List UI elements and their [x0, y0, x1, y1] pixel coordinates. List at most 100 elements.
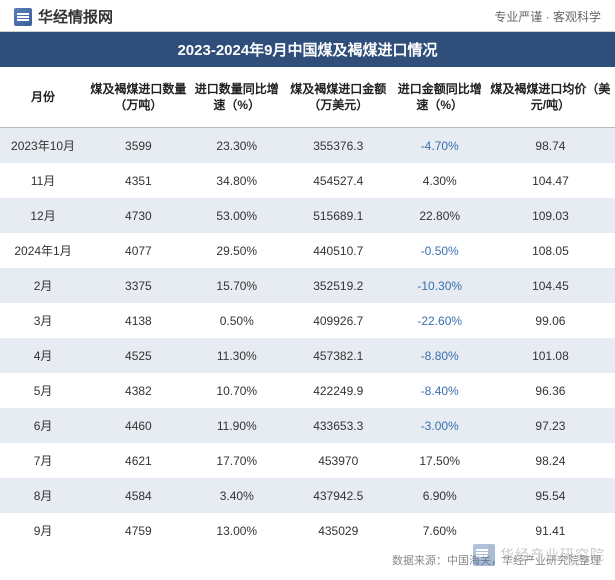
cell-price: 98.24 [486, 443, 615, 478]
cell-month: 9月 [0, 513, 86, 548]
cell-amt-yoy: -10.30% [394, 268, 486, 303]
cell-price: 104.45 [486, 268, 615, 303]
cell-qty: 3599 [86, 128, 191, 164]
table-row: 5月438210.70%422249.9-8.40%96.36 [0, 373, 615, 408]
page-title: 2023-2024年9月中国煤及褐煤进口情况 [0, 32, 615, 67]
table-row: 8月45843.40%437942.56.90%95.54 [0, 478, 615, 513]
cell-qty: 4351 [86, 163, 191, 198]
cell-price: 99.06 [486, 303, 615, 338]
cell-amt: 433653.3 [283, 408, 394, 443]
cell-qty-yoy: 15.70% [191, 268, 283, 303]
table-row: 3月41380.50%409926.7-22.60%99.06 [0, 303, 615, 338]
cell-amt-yoy: -8.40% [394, 373, 486, 408]
table-row: 2月337515.70%352519.2-10.30%104.45 [0, 268, 615, 303]
col-qty-yoy: 进口数量同比增速（%） [191, 67, 283, 128]
col-month: 月份 [0, 67, 86, 128]
cell-month: 5月 [0, 373, 86, 408]
table-row: 6月446011.90%433653.3-3.00%97.23 [0, 408, 615, 443]
cell-amt-yoy: 17.50% [394, 443, 486, 478]
data-table-wrap: 月份 煤及褐煤进口数量（万吨） 进口数量同比增速（%） 煤及褐煤进口金额（万美元… [0, 67, 615, 548]
cell-amt-yoy: -22.60% [394, 303, 486, 338]
cell-amt: 515689.1 [283, 198, 394, 233]
cell-qty-yoy: 53.00% [191, 198, 283, 233]
cell-month: 3月 [0, 303, 86, 338]
table-header: 月份 煤及褐煤进口数量（万吨） 进口数量同比增速（%） 煤及褐煤进口金额（万美元… [0, 67, 615, 128]
cell-qty-yoy: 23.30% [191, 128, 283, 164]
cell-amt-yoy: -8.80% [394, 338, 486, 373]
data-source: 数据来源：中国海关，华经产业研究院整理 [0, 548, 615, 568]
cell-amt: 457382.1 [283, 338, 394, 373]
cell-amt-yoy: 22.80% [394, 198, 486, 233]
col-amt: 煤及褐煤进口金额（万美元） [283, 67, 394, 128]
cell-amt-yoy: -4.70% [394, 128, 486, 164]
table-row: 7月462117.70%45397017.50%98.24 [0, 443, 615, 478]
cell-qty-yoy: 29.50% [191, 233, 283, 268]
cell-month: 4月 [0, 338, 86, 373]
cell-price: 91.41 [486, 513, 615, 548]
table-row: 4月452511.30%457382.1-8.80%101.08 [0, 338, 615, 373]
cell-qty-yoy: 10.70% [191, 373, 283, 408]
col-amt-yoy: 进口金额同比增速（%） [394, 67, 486, 128]
table-row: 9月475913.00%4350297.60%91.41 [0, 513, 615, 548]
cell-qty: 4730 [86, 198, 191, 233]
col-price: 煤及褐煤进口均价（美元/吨） [486, 67, 615, 128]
cell-amt: 355376.3 [283, 128, 394, 164]
cell-month: 12月 [0, 198, 86, 233]
cell-amt: 352519.2 [283, 268, 394, 303]
cell-qty-yoy: 13.00% [191, 513, 283, 548]
cell-qty: 4138 [86, 303, 191, 338]
cell-price: 95.54 [486, 478, 615, 513]
cell-price: 104.47 [486, 163, 615, 198]
cell-price: 109.03 [486, 198, 615, 233]
brand-name: 华经情报网 [38, 6, 113, 27]
cell-amt-yoy: -3.00% [394, 408, 486, 443]
table-row: 11月435134.80%454527.44.30%104.47 [0, 163, 615, 198]
cell-amt: 454527.4 [283, 163, 394, 198]
cell-price: 97.23 [486, 408, 615, 443]
cell-qty: 4077 [86, 233, 191, 268]
cell-month: 2月 [0, 268, 86, 303]
col-qty: 煤及褐煤进口数量（万吨） [86, 67, 191, 128]
cell-month: 6月 [0, 408, 86, 443]
cell-month: 11月 [0, 163, 86, 198]
cell-amt: 422249.9 [283, 373, 394, 408]
cell-month: 8月 [0, 478, 86, 513]
cell-qty-yoy: 3.40% [191, 478, 283, 513]
cell-amt: 453970 [283, 443, 394, 478]
cell-qty-yoy: 17.70% [191, 443, 283, 478]
data-table: 月份 煤及褐煤进口数量（万吨） 进口数量同比增速（%） 煤及褐煤进口金额（万美元… [0, 67, 615, 548]
cell-month: 2023年10月 [0, 128, 86, 164]
cell-amt-yoy: 7.60% [394, 513, 486, 548]
page-header: 华经情报网 专业严谨 · 客观科学 [0, 0, 615, 32]
cell-amt-yoy: 4.30% [394, 163, 486, 198]
cell-qty: 4382 [86, 373, 191, 408]
cell-qty: 4584 [86, 478, 191, 513]
cell-qty-yoy: 11.90% [191, 408, 283, 443]
cell-amt: 409926.7 [283, 303, 394, 338]
cell-month: 2024年1月 [0, 233, 86, 268]
table-body: 2023年10月359923.30%355376.3-4.70%98.7411月… [0, 128, 615, 549]
cell-qty: 4525 [86, 338, 191, 373]
brand-icon [14, 8, 32, 26]
cell-price: 108.05 [486, 233, 615, 268]
cell-amt: 440510.7 [283, 233, 394, 268]
brand: 华经情报网 [14, 6, 113, 27]
cell-month: 7月 [0, 443, 86, 478]
cell-qty-yoy: 11.30% [191, 338, 283, 373]
cell-price: 96.36 [486, 373, 615, 408]
table-row: 2023年10月359923.30%355376.3-4.70%98.74 [0, 128, 615, 164]
cell-amt-yoy: 6.90% [394, 478, 486, 513]
cell-qty: 4460 [86, 408, 191, 443]
cell-qty-yoy: 34.80% [191, 163, 283, 198]
cell-amt-yoy: -0.50% [394, 233, 486, 268]
cell-qty: 4621 [86, 443, 191, 478]
cell-price: 98.74 [486, 128, 615, 164]
cell-qty-yoy: 0.50% [191, 303, 283, 338]
cell-qty: 3375 [86, 268, 191, 303]
cell-amt: 437942.5 [283, 478, 394, 513]
cell-qty: 4759 [86, 513, 191, 548]
tagline: 专业严谨 · 客观科学 [494, 8, 601, 25]
table-row: 12月473053.00%515689.122.80%109.03 [0, 198, 615, 233]
table-row: 2024年1月407729.50%440510.7-0.50%108.05 [0, 233, 615, 268]
cell-price: 101.08 [486, 338, 615, 373]
